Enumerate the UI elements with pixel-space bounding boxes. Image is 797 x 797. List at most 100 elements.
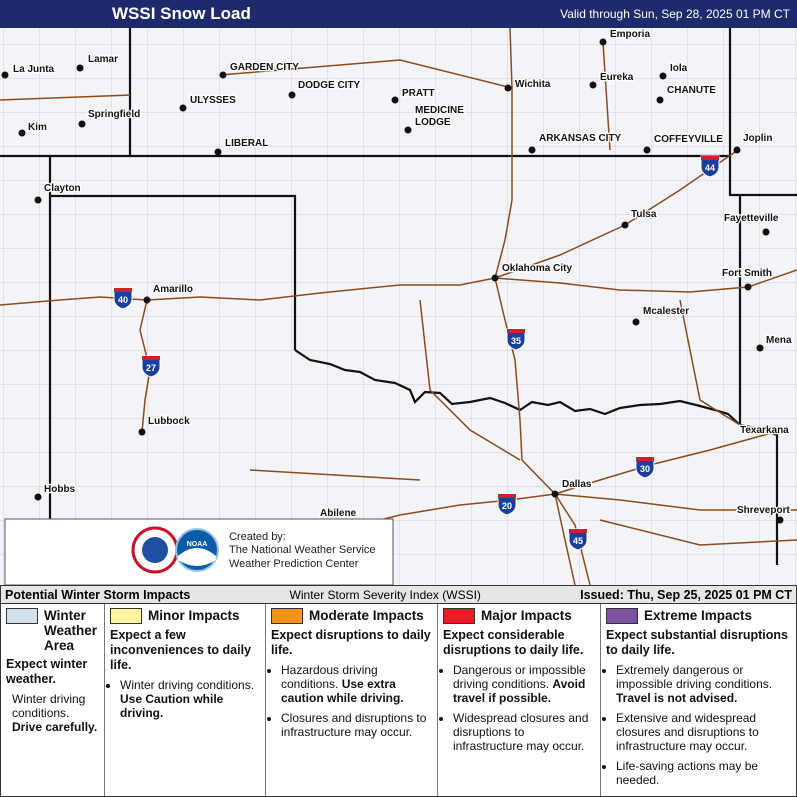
city-dot	[391, 96, 399, 104]
legend-columns: Winter Weather Area Expect winter weather…	[1, 604, 796, 796]
level-note: Winter driving conditions. Drive careful…	[6, 692, 100, 734]
legend: Potential Winter Storm Impacts Winter St…	[0, 585, 797, 797]
city-dot	[762, 228, 770, 236]
city-dot	[771, 428, 779, 436]
city-label: Mena	[766, 335, 792, 346]
shield-number: 20	[502, 501, 512, 511]
city-label: PRATT	[402, 88, 435, 99]
shield	[497, 493, 517, 516]
shield-number: 27	[146, 363, 156, 373]
city-label: Clayton	[44, 183, 81, 194]
city-dot	[288, 91, 296, 99]
shield-top	[701, 156, 719, 160]
valid-time: Valid through Sun, Sep 28, 2025 01 PM CT	[560, 7, 791, 21]
city-label: Lamar	[88, 54, 118, 65]
city-label: Amarillo	[153, 284, 193, 295]
impact-list: Dangerous or impossible driving conditio…	[443, 663, 596, 753]
county-lines	[0, 28, 797, 585]
legend-title-row: Potential Winter Storm Impacts Winter St…	[1, 585, 796, 604]
map: WSSI Snow Load Valid through Sun, Sep 28…	[0, 0, 797, 585]
city-dot	[744, 283, 752, 291]
level-header: Moderate Impacts	[271, 608, 433, 624]
city-dot	[528, 146, 536, 154]
impact-list: Winter driving conditions. Use Caution w…	[110, 678, 261, 720]
city-label: Kim	[28, 122, 47, 133]
city-label: Eureka	[600, 72, 634, 83]
city-dot	[776, 516, 784, 524]
impact-text: Hazardous driving conditions.	[281, 663, 378, 691]
impact-text: Extremely dangerous or impossible drivin…	[616, 663, 773, 691]
shield-top	[569, 529, 587, 533]
city-dot	[756, 344, 764, 352]
city-label: Joplin	[743, 133, 772, 144]
city-label: Emporia	[610, 29, 650, 40]
shield	[141, 355, 161, 378]
level-swatch	[443, 608, 475, 624]
credit-center: Weather Prediction Center	[229, 558, 359, 570]
level-name: Moderate Impacts	[309, 608, 424, 623]
legend-index: Winter Storm Severity Index (WSSI)	[289, 587, 481, 602]
impact-item: Dangerous or impossible driving conditio…	[453, 663, 596, 705]
city-dot	[76, 64, 84, 72]
level-name: Extreme Impacts	[644, 608, 753, 623]
city-label: Texarkana	[740, 425, 789, 436]
shield	[506, 328, 526, 351]
level-header: Minor Impacts	[110, 608, 261, 624]
shield-top	[498, 494, 516, 498]
city-dot	[138, 428, 146, 436]
level-header: Winter Weather Area	[6, 608, 100, 653]
city-label: CHANUTE	[667, 85, 716, 96]
city-label: ARKANSAS CITY	[539, 133, 622, 144]
shield-number: 35	[511, 336, 521, 346]
impact-advice: Avoid travel if possible.	[453, 677, 586, 705]
city-dot	[733, 146, 741, 154]
impact-item: Extensive and widespread closures and di…	[616, 711, 792, 753]
impact-item: Closures and disruptions to infrastructu…	[281, 711, 433, 739]
shield-number: 40	[118, 295, 128, 305]
city-label: Springfield	[88, 109, 140, 120]
legend-column: Extreme Impacts Expect substantial disrup…	[601, 604, 796, 796]
impact-item: Extremely dangerous or impossible drivin…	[616, 663, 792, 705]
shield	[113, 287, 133, 310]
city-dot	[656, 96, 664, 104]
level-swatch	[110, 608, 142, 624]
level-summary: Expect winter weather.	[6, 657, 88, 686]
level-header: Major Impacts	[443, 608, 596, 624]
city-label: Mcalester	[643, 306, 689, 317]
city-label: ULYSSES	[190, 95, 236, 106]
shield	[635, 456, 655, 479]
city-label: COFFEYVILLE	[654, 134, 723, 145]
shield-top	[142, 356, 160, 360]
level-summary: Expect disruptions to daily life.	[271, 628, 431, 657]
header-bar	[0, 0, 797, 28]
city-label: Oklahoma City	[502, 263, 572, 274]
shield-top	[636, 457, 654, 461]
impact-item: Widespread closures and disruptions to i…	[453, 711, 596, 753]
impact-advice: Use Caution while driving.	[120, 692, 224, 720]
impact-item: Winter driving conditions. Use Caution w…	[120, 678, 261, 720]
city-label: Lubbock	[148, 416, 190, 427]
city-label: GARDEN CITY	[230, 62, 299, 73]
map-title: WSSI Snow Load	[112, 4, 251, 23]
legend-column: Minor Impacts Expect a few inconveniences…	[105, 604, 266, 796]
city-label: DODGE CITY	[298, 80, 361, 91]
level-swatch	[606, 608, 638, 624]
level-summary: Expect a few inconveniences to daily lif…	[110, 628, 252, 672]
legend-column: Winter Weather Area Expect winter weather…	[1, 604, 105, 796]
city-label: Hobbs	[44, 484, 76, 495]
level-header: Extreme Impacts	[606, 608, 792, 624]
noaa-logo-wave	[178, 548, 216, 566]
impact-text: Winter driving conditions.	[12, 692, 86, 720]
noaa-label: NOAA	[187, 541, 208, 548]
credit-created: Created by:	[229, 531, 286, 543]
credit-org: The National Weather Service	[229, 544, 376, 556]
city-dot	[179, 104, 187, 112]
city-dot	[551, 490, 559, 498]
city-label: La Junta	[13, 64, 55, 75]
city-dot	[504, 84, 512, 92]
city-dot	[219, 71, 227, 79]
city-label: Tulsa	[631, 209, 657, 220]
city-label: Wichita	[515, 79, 551, 90]
cities: La Junta Lamar Kim Springfield GARDEN CITY DO…	[1, 28, 793, 524]
